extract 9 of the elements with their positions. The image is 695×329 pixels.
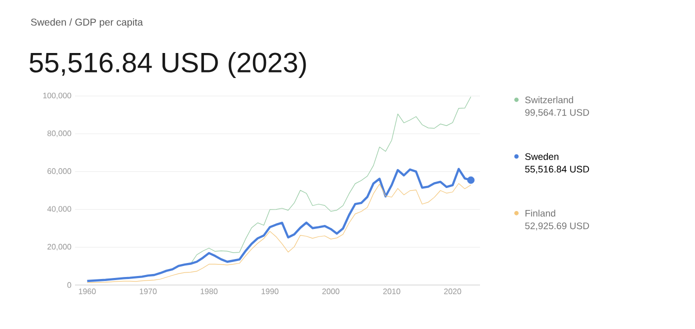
legend-label: Finland bbox=[526, 210, 556, 217]
chart-subtitle: 55,516.84 USD (2023) bbox=[30, 52, 306, 78]
text: 52,925.69 USD bbox=[525, 222, 590, 230]
line-series bbox=[190, 96, 472, 264]
text: 55,516.84 USD bbox=[525, 166, 590, 174]
chart-title: Sweden / GDP per capita bbox=[30, 18, 143, 28]
legend-label: Switzerland bbox=[525, 96, 574, 104]
text: 99,564.71 USD bbox=[525, 109, 590, 117]
legend-label: Sweden bbox=[525, 153, 558, 160]
